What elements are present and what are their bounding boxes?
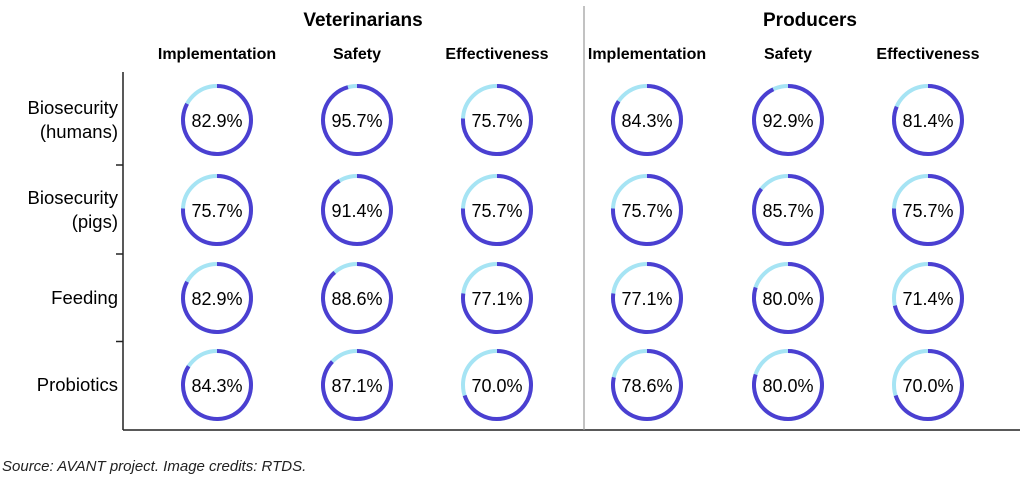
donut-value-label: 80.0% — [762, 289, 813, 309]
group-title: Producers — [763, 10, 857, 31]
source-caption: Source: AVANT project. Image credits: RT… — [2, 458, 307, 475]
group-title: Veterinarians — [303, 10, 422, 31]
donut-filled-arc — [181, 349, 253, 421]
donut-value-label: 78.6% — [621, 376, 672, 396]
donut-filled-arc — [752, 262, 824, 334]
donut-filled-arc — [752, 174, 824, 246]
row-label: Probiotics — [37, 374, 118, 395]
donut-filled-arc — [181, 84, 253, 156]
donut-filled-arc — [321, 349, 393, 421]
row-label: (humans) — [40, 121, 118, 142]
donut-value-label: 70.0% — [471, 376, 522, 396]
column-header: Implementation — [588, 46, 706, 63]
donut-value-label: 70.0% — [902, 376, 953, 396]
donut-value-label: 84.3% — [191, 376, 242, 396]
donut-filled-arc — [321, 174, 393, 246]
donut-filled-arc — [321, 262, 394, 334]
row-label: Feeding — [51, 287, 118, 308]
row-label: (pigs) — [72, 211, 118, 232]
column-header: Implementation — [158, 46, 276, 63]
donut-filled-arc — [181, 174, 253, 246]
donut-filled-arc — [181, 262, 253, 334]
row-label: Biosecurity — [28, 187, 119, 208]
donut-value-label: 87.1% — [331, 376, 382, 396]
donut-value-label: 71.4% — [902, 289, 953, 309]
donut-value-label: 91.4% — [331, 201, 382, 221]
column-header: Safety — [764, 46, 812, 63]
donut-value-label: 88.6% — [331, 289, 382, 309]
donut-value-label: 82.9% — [191, 289, 242, 309]
row-label: Biosecurity — [28, 97, 119, 118]
donut-filled-arc — [752, 84, 825, 156]
donut-filled-arc — [611, 174, 683, 246]
donut-filled-arc — [892, 84, 964, 156]
donut-value-label: 77.1% — [621, 289, 672, 309]
donut-filled-arc — [611, 349, 683, 421]
donut-value-label: 80.0% — [762, 376, 813, 396]
donut-filled-arc — [892, 262, 964, 334]
column-header: Effectiveness — [445, 46, 548, 63]
donut-value-label: 95.7% — [331, 111, 382, 131]
donut-value-label: 84.3% — [621, 111, 672, 131]
donut-value-label: 81.4% — [902, 111, 953, 131]
column-header: Safety — [333, 46, 381, 63]
donut-value-label: 75.7% — [471, 111, 522, 131]
donut-value-label: 75.7% — [471, 201, 522, 221]
donut-filled-arc — [611, 84, 683, 156]
donut-filled-arc — [611, 262, 684, 334]
donut-filled-arc — [461, 174, 533, 246]
donut-value-label: 92.9% — [762, 111, 813, 131]
donut-value-label: 82.9% — [191, 111, 242, 131]
donut-value-label: 77.1% — [471, 289, 522, 309]
donut-filled-arc — [461, 84, 533, 156]
donut-filled-arc — [461, 262, 534, 334]
donut-filled-arc — [321, 84, 393, 156]
donut-value-label: 85.7% — [762, 201, 813, 221]
donut-value-label: 75.7% — [191, 201, 242, 221]
column-header: Effectiveness — [876, 46, 979, 63]
donut-filled-arc — [893, 349, 964, 421]
donut-value-label: 75.7% — [902, 201, 953, 221]
donut-filled-arc — [892, 174, 964, 246]
donut-value-label: 75.7% — [621, 201, 672, 221]
donut-filled-arc — [752, 349, 824, 421]
donut-filled-arc — [462, 349, 533, 421]
